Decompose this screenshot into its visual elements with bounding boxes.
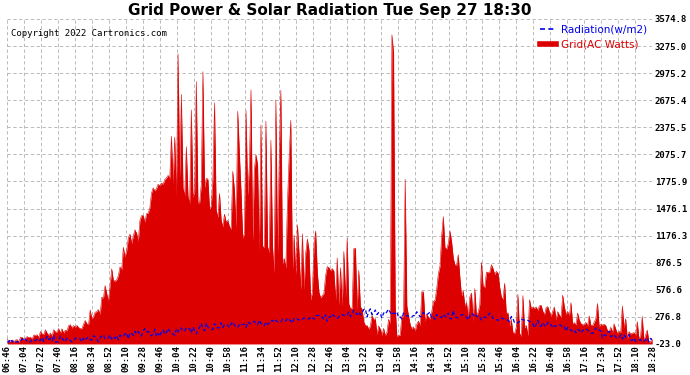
Title: Grid Power & Solar Radiation Tue Sep 27 18:30: Grid Power & Solar Radiation Tue Sep 27 … — [128, 3, 531, 18]
Text: Copyright 2022 Cartronics.com: Copyright 2022 Cartronics.com — [10, 29, 166, 38]
Legend: Radiation(w/m2), Grid(AC Watts): Radiation(w/m2), Grid(AC Watts) — [540, 24, 647, 50]
